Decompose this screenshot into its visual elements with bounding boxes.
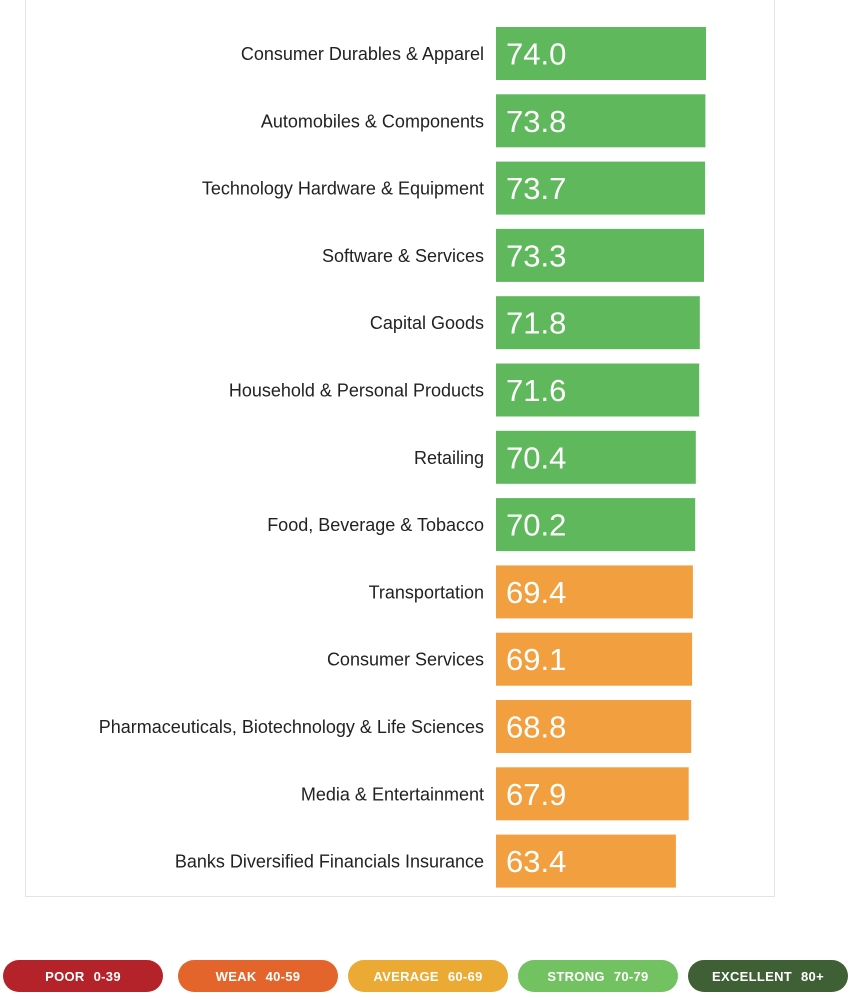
- bar-automobiles-and-components: [496, 94, 706, 148]
- bars-layer: Consumer Durables & Apparel 74.0 Automobil…: [99, 27, 706, 888]
- category-label-food-beverage-and-tobacco: Food, Beverage & Tobacco: [267, 515, 484, 535]
- chart-frame: Consumer Durables & Apparel 74.0 Automobil…: [25, 0, 775, 897]
- category-label-pharmaceuticals-biotechnology-and-life-sciences: Pharmaceuticals, Biotechnology & Life Sc…: [99, 717, 484, 737]
- value-label-technology-hardware-and-equipment: 73.7: [506, 171, 566, 206]
- value-label-consumer-services: 69.1: [506, 642, 566, 677]
- category-label-capital-goods: Capital Goods: [370, 313, 484, 333]
- legend-excellent-name: EXCELLENT: [712, 968, 793, 984]
- legend-excellent-range: 80+: [801, 968, 824, 984]
- legend-average-range: 60-69: [447, 968, 483, 984]
- bar-consumer-durables-and-apparel: [496, 27, 706, 80]
- bar-pharmaceuticals-biotechnology-and-life-sciences: [496, 700, 692, 753]
- value-label-software-and-services: 73.3: [506, 238, 566, 273]
- bar-household-and-personal-products: [496, 363, 700, 417]
- category-label-media-and-entertainment: Media & Entertainment: [301, 784, 484, 804]
- value-label-retailing: 70.4: [506, 440, 566, 475]
- score-legend: POOR 0-39 WEAK 40-59 AVERAGE 60-69 STRON…: [0, 960, 852, 992]
- value-label-pharmaceuticals-biotechnology-and-life-sciences: 68.8: [506, 710, 566, 745]
- category-label-software-and-services: Software & Services: [322, 246, 484, 266]
- legend-strong-range: 70-79: [613, 968, 649, 984]
- bar-consumer-services: [496, 632, 693, 686]
- value-label-media-and-entertainment: 67.9: [506, 777, 566, 812]
- bar-retailing: [496, 430, 696, 484]
- category-label-technology-hardware-and-equipment: Technology Hardware & Equipment: [202, 179, 484, 199]
- legend-excellent: EXCELLENT 80+: [688, 960, 848, 992]
- value-label-food-beverage-and-tobacco: 70.2: [506, 508, 566, 543]
- category-label-household-and-personal-products: Household & Personal Products: [229, 381, 484, 401]
- legend-weak-name: WEAK: [215, 968, 257, 984]
- category-label-retailing: Retailing: [414, 448, 484, 468]
- category-label-consumer-services: Consumer Services: [327, 650, 484, 670]
- legend-strong: STRONG 70-79: [518, 960, 678, 992]
- value-label-automobiles-and-components: 73.8: [506, 104, 566, 139]
- legend-poor-name: POOR: [45, 968, 85, 984]
- bar-chart: Consumer Durables & Apparel 74.0 Automobil…: [99, 27, 706, 888]
- bar-banks-diversified-financials-insurance: [496, 834, 676, 888]
- category-label-consumer-durables-and-apparel: Consumer Durables & Apparel: [241, 44, 484, 64]
- legend-average-name: AVERAGE: [373, 968, 439, 984]
- bar-food-beverage-and-tobacco: [496, 498, 696, 552]
- category-label-transportation: Transportation: [369, 582, 484, 602]
- legend-strong-name: STRONG: [547, 968, 605, 984]
- bar-media-and-entertainment: [496, 767, 689, 821]
- value-label-banks-diversified-financials-insurance: 63.4: [506, 844, 566, 879]
- legend-average: AVERAGE 60-69: [348, 960, 508, 992]
- legend-poor-range: 0-39: [93, 968, 121, 984]
- bar-capital-goods: [496, 296, 700, 350]
- bar-software-and-services: [496, 228, 704, 282]
- bar-technology-hardware-and-equipment: [496, 161, 706, 215]
- category-label-automobiles-and-components: Automobiles & Components: [261, 111, 484, 131]
- legend-poor: POOR 0-39: [3, 960, 163, 992]
- legend-weak-range: 40-59: [265, 968, 301, 984]
- bar-transportation: [496, 565, 693, 619]
- value-label-household-and-personal-products: 71.6: [506, 373, 566, 408]
- value-label-transportation: 69.4: [506, 575, 566, 610]
- value-label-consumer-durables-and-apparel: 74.0: [506, 37, 566, 72]
- value-label-capital-goods: 71.8: [506, 306, 566, 341]
- legend-weak: WEAK 40-59: [178, 960, 338, 992]
- category-label-banks-diversified-financials-insurance: Banks Diversified Financials Insurance: [175, 852, 484, 872]
